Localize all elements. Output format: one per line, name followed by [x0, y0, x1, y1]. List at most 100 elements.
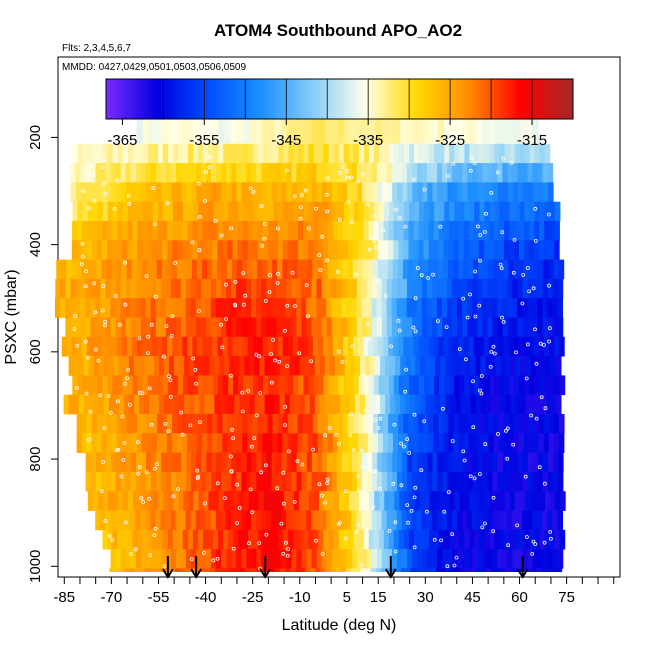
- field-cell: [76, 240, 83, 260]
- field-cell: [146, 452, 152, 473]
- field-cell: [258, 201, 264, 222]
- field-cell: [502, 471, 509, 492]
- obs-point: [141, 500, 146, 504]
- field-cell: [336, 471, 343, 492]
- field-cell: [357, 259, 364, 280]
- field-cell: [485, 394, 492, 415]
- obs-point: [463, 357, 468, 362]
- field-cell: [251, 182, 258, 203]
- field-cell: [61, 259, 67, 280]
- obs-point: [411, 177, 416, 182]
- field-cell: [329, 356, 336, 376]
- field-cell: [117, 201, 124, 222]
- field-cell: [81, 414, 88, 434]
- field-cell: [194, 394, 200, 415]
- field-cell: [344, 356, 351, 376]
- obs-point: [354, 272, 359, 277]
- field-cell: [377, 259, 384, 280]
- field-cell: [248, 375, 254, 396]
- field-cell: [250, 568, 256, 572]
- field-cell: [531, 568, 537, 572]
- colorbar-swatch: [456, 79, 461, 119]
- colorbar-swatch: [277, 79, 282, 119]
- field-cell: [213, 491, 220, 511]
- field-cell: [142, 240, 148, 260]
- field-cell: [125, 510, 131, 531]
- obs-point: [506, 543, 511, 548]
- obs-point: [501, 156, 506, 161]
- field-cell: [433, 414, 439, 434]
- obs-point: [512, 237, 517, 242]
- field-cell: [438, 221, 445, 241]
- field-cell: [337, 118, 345, 144]
- field-cell: [331, 298, 337, 318]
- field-cell: [333, 221, 339, 241]
- field-cell: [222, 240, 229, 260]
- field-cell: [145, 163, 152, 183]
- field-cell: [77, 221, 83, 241]
- obs-point: [247, 541, 251, 546]
- field-cell: [290, 568, 296, 572]
- obs-point: [378, 486, 383, 491]
- colorbar-swatch: [339, 79, 344, 119]
- field-cell: [467, 278, 473, 299]
- field-cell: [132, 414, 138, 434]
- field-cell: [438, 433, 444, 453]
- field-cell: [425, 394, 431, 415]
- field-cell: [228, 529, 234, 550]
- field-cell: [296, 298, 302, 318]
- field-cell: [312, 259, 319, 280]
- field-cell: [255, 118, 263, 144]
- field-cell: [473, 221, 480, 241]
- obs-point: [334, 432, 339, 437]
- field-cell: [323, 336, 329, 357]
- field-cell: [520, 394, 527, 415]
- field-cell: [171, 182, 177, 203]
- obs-point: [101, 157, 105, 162]
- field-cell: [532, 452, 539, 473]
- field-cell: [223, 201, 229, 222]
- field-cell: [523, 414, 530, 434]
- field-cell: [196, 182, 202, 203]
- field-cell: [221, 549, 227, 569]
- field-cell: [211, 317, 217, 338]
- field-cell: [517, 298, 523, 318]
- field-cell: [110, 298, 116, 318]
- field-cell: [253, 529, 259, 550]
- field-cell: [407, 259, 414, 280]
- field-cell: [178, 491, 184, 511]
- field-cell: [117, 336, 123, 357]
- field-cell: [557, 510, 563, 531]
- field-cell: [56, 259, 62, 280]
- field-cell: [241, 471, 247, 492]
- field-cell: [488, 118, 495, 144]
- field-cell: [63, 394, 70, 415]
- obs-point: [446, 174, 450, 179]
- field-cell: [448, 433, 454, 453]
- obs-point: [137, 336, 142, 341]
- field-cell: [179, 394, 185, 415]
- field-cell: [117, 143, 124, 164]
- field-cell: [126, 259, 133, 280]
- field-cell: [464, 375, 470, 396]
- field-cell: [333, 201, 340, 222]
- obs-point: [147, 496, 152, 501]
- field-cell: [487, 163, 493, 183]
- obs-point: [145, 351, 150, 356]
- field-cell: [437, 278, 443, 299]
- field-cell: [165, 317, 172, 338]
- field-cell: [393, 240, 399, 260]
- obs-point: [403, 224, 408, 229]
- field-cell: [356, 298, 363, 318]
- field-cell: [293, 143, 300, 164]
- obs-point: [548, 326, 552, 331]
- field-cell: [88, 356, 95, 376]
- field-cell: [251, 471, 257, 492]
- field-cell: [410, 356, 416, 376]
- field-cell: [413, 240, 420, 260]
- field-cell: [532, 471, 539, 492]
- field-cell: [92, 375, 98, 396]
- field-cell: [395, 356, 401, 376]
- field-cell: [456, 298, 463, 318]
